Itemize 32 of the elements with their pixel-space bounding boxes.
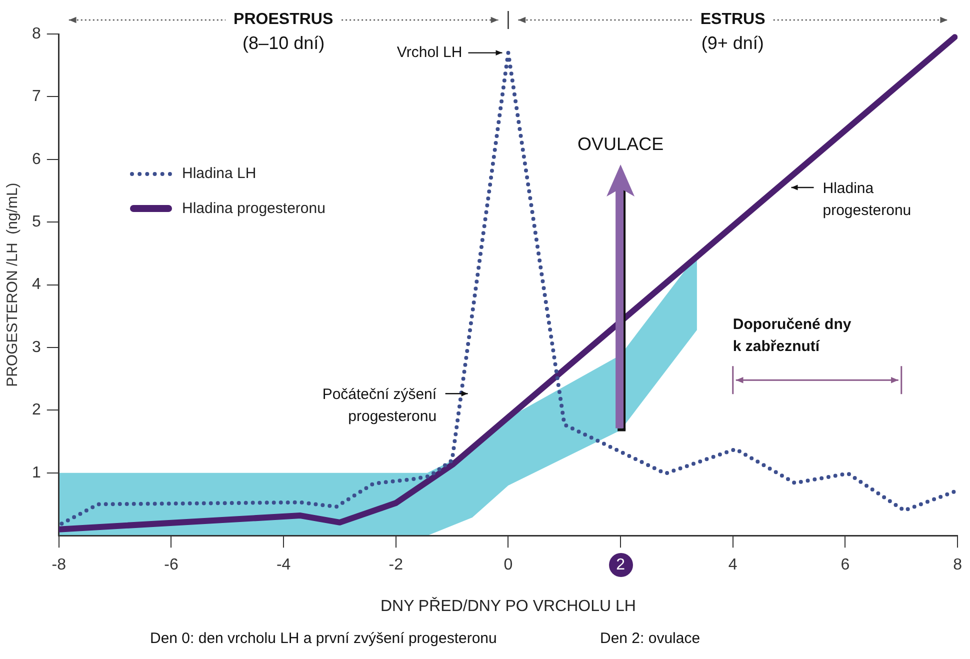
x-tick-label: -8 xyxy=(52,556,66,574)
annotation: OVULACE xyxy=(578,133,664,156)
x-tick-label: 8 xyxy=(953,556,962,574)
y-tick-label: 7 xyxy=(32,88,41,106)
annotation: Počáteční zýšení progesteronu xyxy=(322,385,437,428)
text: PROESTRUS xyxy=(234,10,334,30)
x-tick-label: 4 xyxy=(728,556,738,574)
y-tick-label: 5 xyxy=(32,214,41,231)
x-axis-title: DNY PŘED/DNY PO VRCHOLU LH xyxy=(380,596,636,615)
y-tick-label: 2 xyxy=(32,402,41,419)
y-tick-label: 6 xyxy=(32,150,41,168)
legend-label: Hladina LH xyxy=(182,165,256,182)
x-tick-label: 6 xyxy=(840,556,850,574)
x-tick-label: -6 xyxy=(164,556,178,574)
annotation: (8–10 dní) xyxy=(242,32,325,54)
x-tick-label: -2 xyxy=(388,556,404,574)
y-tick-label: 3 xyxy=(32,338,41,356)
y-tick-label: 8 xyxy=(32,25,41,42)
x-tick-label: 0 xyxy=(504,556,513,574)
legend-label: Hladina progesteronu xyxy=(182,200,326,217)
text: Den 2: ovulace xyxy=(600,629,700,649)
y-tick-label: 4 xyxy=(32,276,41,294)
annotation: Doporučené dny k zabřeznutí xyxy=(732,314,852,357)
y-axis-title: PROGESTERON /LH (ng/mL) xyxy=(4,182,22,387)
x-tick-label: -4 xyxy=(276,556,291,574)
y-tick-label: 1 xyxy=(32,464,41,482)
x-tick-label: 2 xyxy=(616,556,626,574)
text: Den 0: den vrcholu LH a první zvýšení progesteronu xyxy=(150,629,497,649)
annotation: (9+ dní) xyxy=(701,32,764,54)
annotation: Hladina progesteronu xyxy=(822,179,912,222)
text: ESTRUS xyxy=(700,10,766,30)
annotation: Vrchol LH xyxy=(396,44,462,61)
